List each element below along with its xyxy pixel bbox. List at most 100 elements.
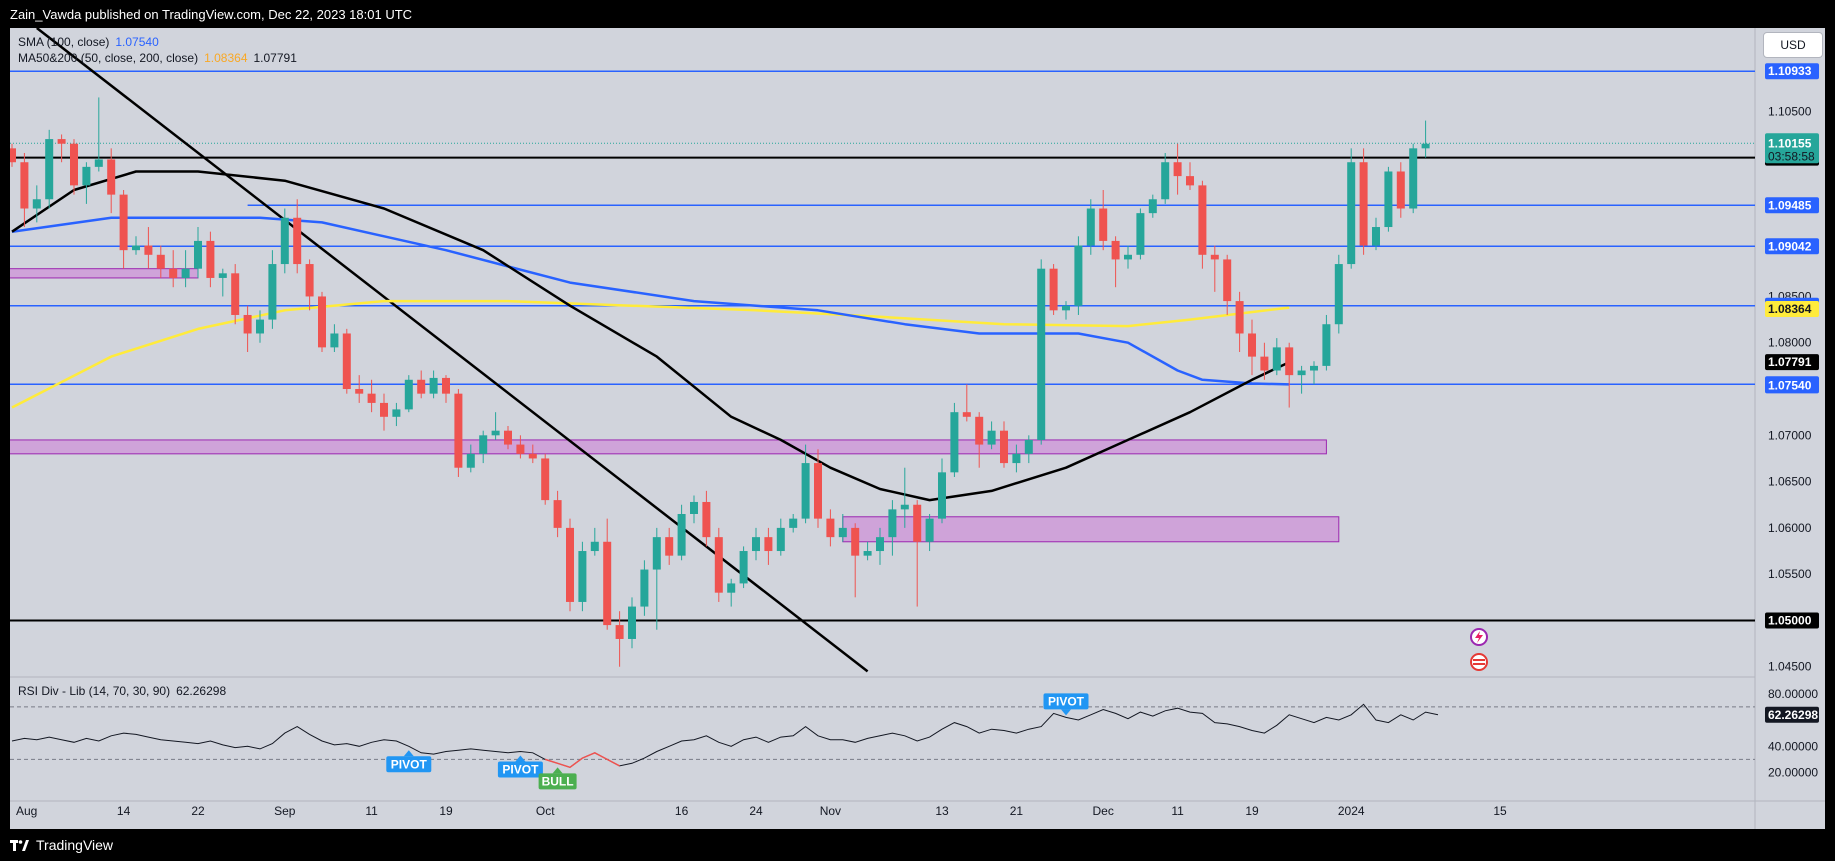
rsi-legend[interactable]: RSI Div - Lib (14, 70, 30, 90) 62.26298 bbox=[18, 684, 226, 698]
current-price-tag-bg bbox=[1765, 133, 1819, 164]
candle-body bbox=[776, 527, 785, 552]
candle-body bbox=[528, 453, 537, 459]
rsi-legend-label: RSI Div - Lib (14, 70, 30, 90) bbox=[18, 684, 171, 698]
candle-body bbox=[479, 435, 488, 454]
candle-body bbox=[764, 537, 773, 552]
pivot-label-bg bbox=[497, 761, 543, 778]
candle-body bbox=[442, 377, 450, 394]
event-flash-glyph bbox=[1475, 631, 1483, 643]
time-tick-label: 19 bbox=[1245, 804, 1259, 818]
publish-header: Zain_Vawda published on TradingView.com,… bbox=[0, 0, 1835, 28]
price-tick-label: 1.06000 bbox=[1768, 521, 1812, 535]
sma-legend-value: 1.07540 bbox=[115, 35, 159, 49]
candle-body bbox=[119, 194, 128, 251]
candle-body bbox=[1322, 324, 1331, 366]
bull-label-pointer bbox=[552, 767, 563, 774]
price-tag: 1.10933 bbox=[1768, 64, 1812, 78]
rsi-divergence-segment bbox=[544, 751, 620, 769]
time-tick-label: 11 bbox=[1171, 804, 1184, 818]
candle-body bbox=[578, 551, 587, 602]
candle-body bbox=[615, 625, 624, 639]
candle-body bbox=[1124, 254, 1132, 260]
candle-body bbox=[404, 379, 413, 410]
candle-body bbox=[256, 319, 264, 334]
candle-body bbox=[913, 504, 922, 542]
pivot-label-bg bbox=[386, 756, 432, 773]
candle-body bbox=[10, 148, 16, 163]
pivot-label-bg bbox=[1043, 693, 1089, 710]
pivot-label: PIVOT bbox=[1048, 694, 1085, 708]
chart-background bbox=[10, 28, 1825, 829]
candle-body bbox=[962, 412, 971, 417]
candle-body bbox=[1359, 162, 1368, 246]
chart-canvas[interactable]: 1.105001.085001.080001.070001.065001.060… bbox=[10, 28, 1825, 829]
candle-body bbox=[107, 159, 116, 195]
sma-legend[interactable]: SMA (100, close) 1.07540 bbox=[18, 35, 159, 49]
candle-body bbox=[491, 430, 500, 436]
candle-body bbox=[938, 472, 946, 519]
candle-body bbox=[975, 416, 984, 445]
price-tag-bg bbox=[1765, 612, 1819, 629]
candle-body bbox=[702, 501, 711, 538]
candle-body bbox=[466, 453, 475, 468]
candle-body bbox=[206, 240, 215, 278]
candle-body bbox=[628, 606, 636, 639]
price-tag: 1.08364 bbox=[1768, 302, 1812, 316]
price-tag: 1.09485 bbox=[1768, 198, 1812, 212]
candle-body bbox=[156, 254, 165, 269]
trendline bbox=[36, 28, 869, 673]
sma100-line bbox=[11, 216, 1290, 386]
tradingview-logo-icon bbox=[10, 838, 30, 852]
candle-body bbox=[652, 537, 661, 570]
price-tick-label: 1.07000 bbox=[1768, 428, 1812, 442]
candle-body bbox=[1062, 305, 1070, 311]
ma-legend-value-200: 1.08364 bbox=[204, 51, 248, 65]
candle-body bbox=[504, 430, 512, 445]
ma-legend-value-50: 1.07791 bbox=[253, 51, 297, 65]
bull-label: BULL bbox=[542, 774, 574, 788]
candle-body bbox=[1297, 370, 1306, 376]
candle-body bbox=[20, 162, 29, 209]
sma-legend-label: SMA (100, close) bbox=[18, 35, 110, 49]
price-tag-bg bbox=[1765, 354, 1819, 371]
candle-body bbox=[1409, 148, 1418, 209]
time-tick-label: 15 bbox=[1493, 804, 1507, 818]
price-tag: 1.09042 bbox=[1768, 239, 1812, 253]
time-tick-label: Oct bbox=[536, 804, 555, 818]
rsi-legend-value: 62.26298 bbox=[176, 684, 227, 698]
price-tag-bg bbox=[1765, 197, 1819, 214]
rsi-value-tag: 62.26298 bbox=[1768, 708, 1818, 722]
price-tag-bg bbox=[1765, 301, 1819, 318]
candle-body bbox=[987, 430, 996, 445]
price-tick-label: 1.08000 bbox=[1768, 336, 1812, 350]
candle-body bbox=[727, 583, 736, 593]
countdown-tag: 03:58:58 bbox=[1768, 149, 1815, 163]
price-tag-bg bbox=[1765, 238, 1819, 255]
candle-body bbox=[330, 333, 339, 348]
candle-body bbox=[665, 537, 674, 556]
price-tag-bg bbox=[1765, 63, 1819, 80]
candle-body bbox=[950, 412, 959, 473]
candle-body bbox=[1272, 347, 1281, 371]
time-tick-label: 22 bbox=[191, 804, 205, 818]
currency-button[interactable]: USD bbox=[1763, 32, 1823, 58]
candle-body bbox=[1161, 162, 1170, 200]
candle-body bbox=[1173, 162, 1182, 177]
us-flag-stripe bbox=[1473, 659, 1485, 661]
ma200-line bbox=[11, 299, 1290, 409]
candle-body bbox=[32, 199, 41, 209]
candle-body bbox=[231, 273, 240, 315]
candle-body bbox=[677, 514, 686, 556]
candle-body bbox=[603, 541, 612, 626]
candle-body bbox=[590, 541, 599, 552]
ma-legend[interactable]: MA50&200 (50, close, 200, close) 1.08364 1… bbox=[18, 51, 297, 65]
pivot-label-pointer bbox=[515, 755, 526, 762]
candle-body bbox=[714, 537, 723, 593]
time-tick-label: Dec bbox=[1093, 804, 1114, 818]
candle-body bbox=[640, 569, 649, 607]
candle-body bbox=[1260, 356, 1269, 371]
us-flag-icon bbox=[1470, 653, 1488, 671]
time-tick-label: Aug bbox=[16, 804, 37, 818]
candle-body bbox=[1210, 254, 1219, 260]
candle-body bbox=[243, 314, 252, 334]
